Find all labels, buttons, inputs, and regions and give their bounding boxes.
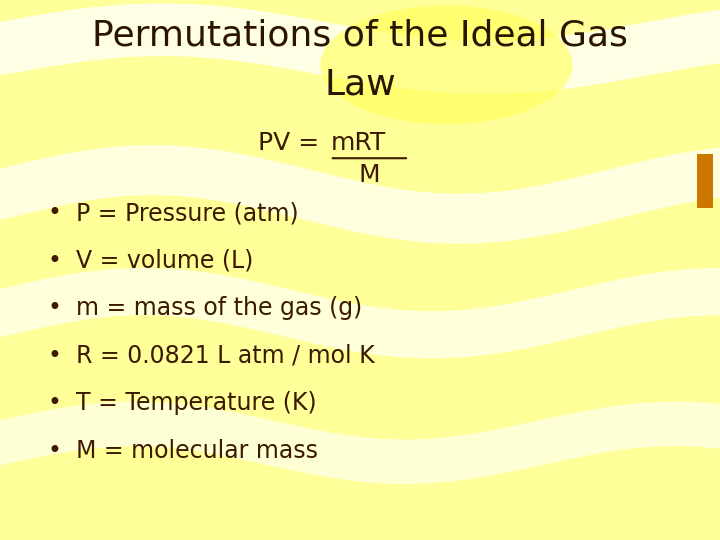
FancyBboxPatch shape [697,154,713,208]
Ellipse shape [320,5,572,124]
Text: •: • [47,344,61,368]
Text: M: M [359,164,380,187]
Text: V = volume (L): V = volume (L) [76,249,253,273]
Text: •: • [47,201,61,225]
Text: M = molecular mass: M = molecular mass [76,439,318,463]
Text: P = Pressure (atm): P = Pressure (atm) [76,201,298,225]
Text: Law: Law [324,68,396,102]
Text: R = 0.0821 L atm / mol K: R = 0.0821 L atm / mol K [76,344,374,368]
Text: •: • [47,392,61,415]
Text: •: • [47,296,61,320]
Text: •: • [47,249,61,273]
Text: mRT: mRT [331,131,387,155]
Text: m = mass of the gas (g): m = mass of the gas (g) [76,296,362,320]
Text: Permutations of the Ideal Gas: Permutations of the Ideal Gas [92,19,628,53]
Text: •: • [47,439,61,463]
Text: PV =: PV = [258,131,328,155]
Text: T = Temperature (K): T = Temperature (K) [76,392,316,415]
